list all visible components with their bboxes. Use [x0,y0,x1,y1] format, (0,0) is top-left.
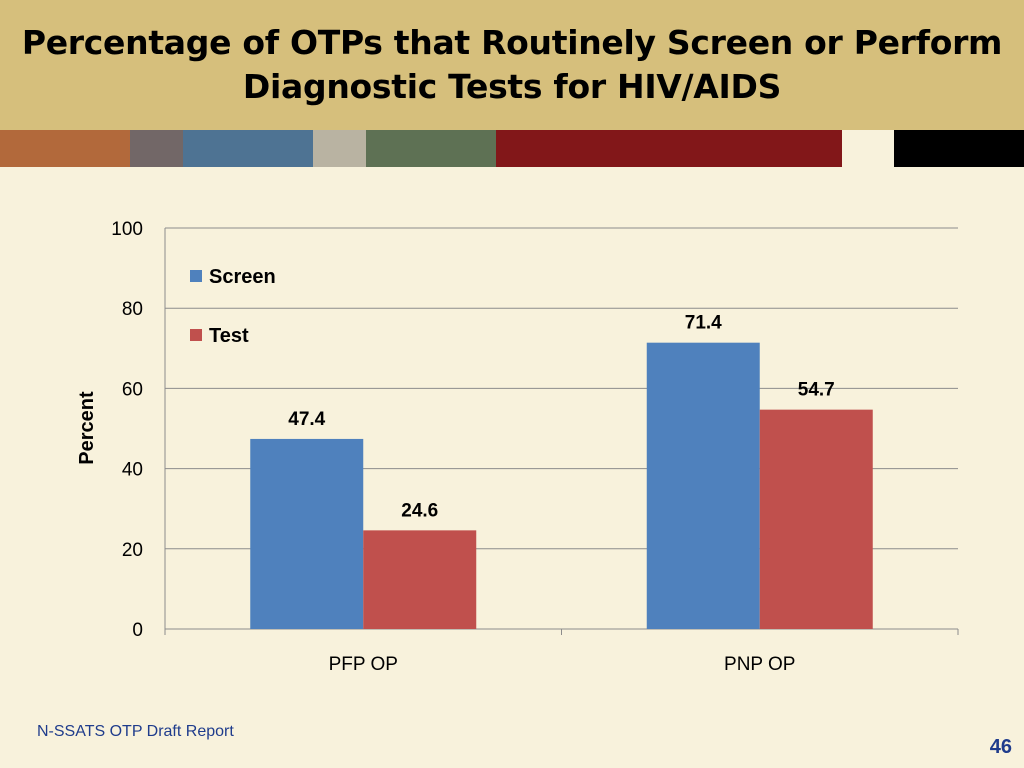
x-tick-label: PNP OP [724,654,795,675]
legend-swatch-test [190,329,202,341]
data-label: 54.7 [798,380,835,401]
data-label: 71.4 [685,313,722,334]
bar-screen-pfp-op [250,438,364,629]
page-number: 46 [989,736,1012,758]
y-tick-label: 80 [122,299,143,320]
slide-title-line-2: Diagnostic Tests for HIV/AIDS [242,67,782,106]
legend-label-screen: Screen [209,266,276,288]
y-axis-label: Percent [76,391,98,465]
slide-title: Percentage of OTPs that Routinely Screen… [12,21,1012,109]
slide-title-line-1: Percentage of OTPs that Routinely Screen… [21,23,1003,62]
title-banner: Percentage of OTPs that Routinely Screen… [0,0,1024,130]
bar-test-pfp-op [363,530,477,629]
stripe-segment [183,130,313,167]
stripe-segment [313,130,366,167]
legend-swatch-screen [190,270,202,282]
x-tick-label: PFP OP [329,654,398,675]
bar-screen-pnp-op [646,342,760,629]
stripe-segment [130,130,183,167]
decorative-color-stripe [0,130,1024,167]
stripe-segment [496,130,842,167]
y-tick-label: 40 [122,460,143,481]
legend-label-test: Test [209,325,249,347]
stripe-segment [0,130,130,167]
y-tick-label: 20 [122,540,143,561]
stripe-segment [366,130,496,167]
bar-test-pnp-op [759,409,873,629]
data-label: 24.6 [401,500,438,521]
footer-source: N-SSATS OTP Draft Report [37,723,234,740]
y-tick-label: 100 [111,219,143,240]
stripe-segment [894,130,1024,167]
stripe-segment [842,130,894,167]
data-label: 47.4 [288,409,325,430]
y-tick-label: 60 [122,379,143,400]
y-tick-label: 0 [132,620,143,641]
